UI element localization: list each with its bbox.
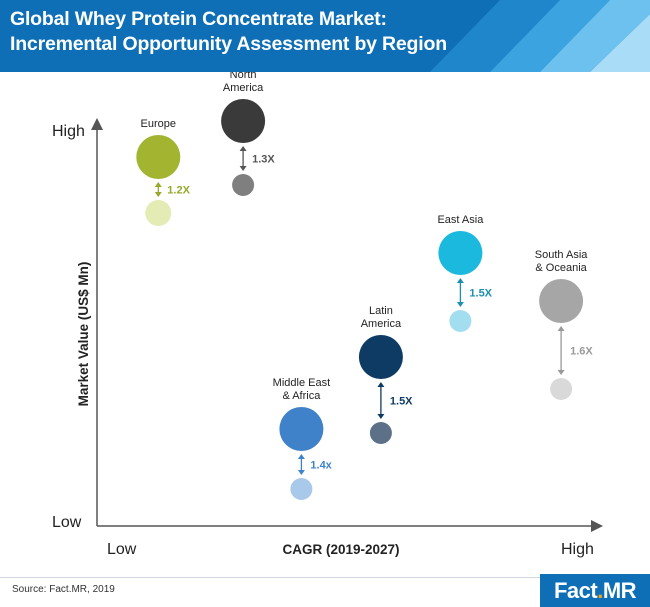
south-asia-oceania-bubble-base bbox=[550, 378, 573, 400]
source-note: Source: Fact.MR, 2019 bbox=[12, 584, 115, 595]
north-america-bubble-current bbox=[221, 99, 266, 143]
x-axis-title: CAGR (2019-2027) bbox=[282, 542, 399, 557]
banner-stripe bbox=[540, 0, 650, 72]
latin-america-arrow-up bbox=[377, 382, 385, 387]
middle-east-africa-bubble-current bbox=[279, 407, 324, 451]
north-america-arrow-down bbox=[239, 166, 247, 171]
factmr-logo: Fact.MR bbox=[540, 574, 650, 607]
footer-divider bbox=[0, 577, 540, 578]
banner-stripe bbox=[430, 0, 560, 72]
east-asia-multiplier-label: 1.5X bbox=[469, 288, 492, 300]
banner-stripe bbox=[590, 14, 650, 72]
east-asia-bubble-current bbox=[438, 231, 483, 275]
latin-america-bubble-base bbox=[369, 422, 392, 444]
latin-america-arrow-down bbox=[377, 414, 385, 419]
south-asia-oceania-name-line: South Asia bbox=[535, 249, 588, 261]
banner-stripe bbox=[490, 0, 610, 72]
title-banner: Global Whey Protein Concentrate Market: … bbox=[0, 0, 650, 72]
middle-east-africa-arrow-down bbox=[297, 470, 305, 475]
middle-east-africa-name-line: Middle East bbox=[273, 377, 330, 389]
south-asia-oceania-arrow-down bbox=[557, 370, 565, 375]
east-asia-name-line: East Asia bbox=[437, 214, 484, 226]
europe-bubble-current bbox=[136, 135, 181, 179]
latin-america-name-line: America bbox=[361, 318, 402, 330]
north-america-arrow-up bbox=[239, 146, 247, 151]
logo-dot: . bbox=[597, 578, 603, 603]
y-axis-title: Market Value (US$ Mn) bbox=[76, 262, 91, 407]
south-asia-oceania-bubble-current bbox=[539, 279, 584, 323]
east-asia-bubble-base bbox=[449, 310, 472, 332]
logo-text: Fact bbox=[553, 578, 598, 603]
east-asia-arrow-down bbox=[456, 302, 464, 307]
latin-america-multiplier-label: 1.5X bbox=[390, 396, 413, 408]
north-america-name-line: North bbox=[230, 72, 257, 81]
x-tick-high: High bbox=[561, 541, 594, 558]
europe-multiplier-label: 1.2X bbox=[167, 185, 190, 197]
europe-arrow-down bbox=[154, 192, 162, 197]
x-tick-low: Low bbox=[107, 541, 137, 558]
chart-title: Global Whey Protein Concentrate Market: … bbox=[10, 8, 447, 55]
europe-name-line: Europe bbox=[141, 118, 176, 130]
y-tick-high: High bbox=[52, 123, 85, 140]
logo-suffix: MR bbox=[602, 578, 637, 603]
north-america-multiplier-label: 1.3X bbox=[252, 154, 275, 166]
europe-bubble-base bbox=[145, 200, 172, 226]
middle-east-africa-multiplier-label: 1.4x bbox=[310, 460, 332, 472]
east-asia-arrow-up bbox=[456, 278, 464, 283]
middle-east-africa-arrow-up bbox=[297, 454, 305, 459]
latin-america-bubble-current bbox=[358, 335, 403, 379]
north-america-name-line: America bbox=[223, 82, 264, 94]
bubble-chart: High Low Low High CAGR (2019-2027) Marke… bbox=[52, 72, 603, 558]
south-asia-oceania-name-line: & Oceania bbox=[535, 262, 587, 274]
north-america-bubble-base bbox=[232, 174, 255, 196]
middle-east-africa-bubble-base bbox=[290, 478, 313, 500]
latin-america-name-line: Latin bbox=[369, 305, 393, 317]
banner-decoration bbox=[430, 0, 650, 72]
south-asia-oceania-arrow-up bbox=[557, 326, 565, 331]
middle-east-africa-name-line: & Africa bbox=[282, 390, 321, 402]
europe-arrow-up bbox=[154, 182, 162, 187]
south-asia-oceania-multiplier-label: 1.6X bbox=[570, 346, 593, 358]
y-tick-low: Low bbox=[52, 514, 82, 531]
